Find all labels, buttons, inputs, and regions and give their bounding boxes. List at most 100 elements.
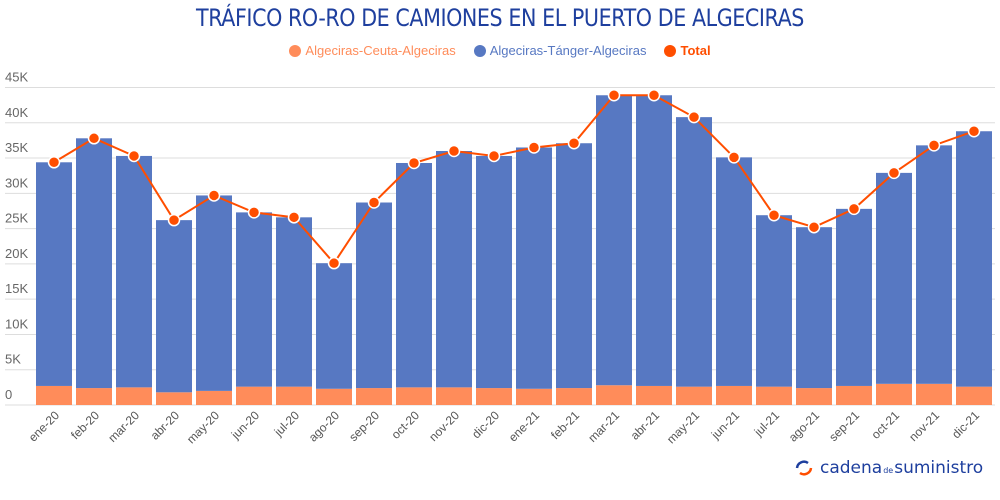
bar-tanger bbox=[836, 208, 872, 386]
bar-tanger bbox=[636, 95, 672, 386]
bar-ceuta bbox=[916, 383, 952, 405]
total-point bbox=[247, 206, 261, 219]
x-tick-label: jun-20 bbox=[228, 408, 262, 442]
logo-text: de bbox=[883, 466, 894, 475]
bar-ceuta bbox=[76, 388, 112, 405]
y-tick-label: 10K bbox=[5, 316, 28, 331]
bar-ceuta bbox=[236, 386, 272, 405]
x-tick-label: oct-20 bbox=[389, 408, 423, 442]
total-point bbox=[887, 166, 901, 180]
bar-ceuta bbox=[556, 388, 592, 405]
bar-tanger bbox=[756, 215, 792, 387]
x-tick-label: nov-21 bbox=[906, 408, 942, 444]
bar-tanger bbox=[676, 117, 712, 387]
total-point bbox=[487, 149, 501, 163]
x-tick-label: dic-21 bbox=[949, 408, 982, 441]
bar-ceuta bbox=[756, 386, 792, 405]
legend-label: Algeciras-Ceuta-Algeciras bbox=[305, 43, 456, 58]
x-tick-label: oct-21 bbox=[869, 408, 903, 442]
bar-ceuta bbox=[596, 385, 632, 405]
total-point bbox=[87, 132, 101, 145]
x-tick-label: abr-21 bbox=[628, 408, 663, 443]
bar-tanger bbox=[236, 212, 272, 387]
x-tick-label: mar-21 bbox=[585, 408, 622, 445]
total-point bbox=[207, 189, 221, 202]
bar-tanger bbox=[476, 155, 512, 389]
y-tick-label: 0 bbox=[5, 387, 12, 402]
total-point bbox=[647, 89, 661, 102]
bar-ceuta bbox=[356, 388, 392, 405]
x-tick-label: jul-20 bbox=[271, 408, 303, 440]
bar-tanger bbox=[396, 162, 432, 388]
bar-tanger bbox=[356, 202, 392, 389]
x-tick-label: ene-21 bbox=[506, 408, 543, 445]
x-tick-label: feb-21 bbox=[548, 408, 582, 442]
total-point bbox=[47, 156, 61, 169]
legend-swatch bbox=[289, 44, 302, 57]
bar-ceuta bbox=[276, 386, 312, 405]
total-point bbox=[927, 139, 941, 152]
legend-item-tanger[interactable]: Algeciras-Tánger-Algeciras bbox=[473, 43, 646, 58]
y-tick-label: 5K bbox=[5, 352, 21, 367]
logo-arrows-icon bbox=[795, 460, 813, 476]
total-point bbox=[287, 211, 301, 224]
x-tick-label: mar-20 bbox=[105, 408, 142, 445]
bar-ceuta bbox=[196, 390, 232, 405]
bar-tanger bbox=[436, 151, 472, 388]
x-tick-label: jun-21 bbox=[708, 408, 742, 442]
bar-ceuta bbox=[796, 388, 832, 405]
total-point bbox=[327, 256, 341, 270]
bar-ceuta bbox=[636, 385, 672, 405]
bar-tanger bbox=[196, 195, 232, 391]
total-line bbox=[53, 94, 975, 265]
x-tick-label: ene-20 bbox=[26, 408, 63, 445]
bar-ceuta bbox=[516, 388, 552, 405]
bar-ceuta bbox=[36, 385, 72, 405]
chart-title: TRÁFICO RO-RO DE CAMIONES EN EL PUERTO D… bbox=[196, 4, 804, 32]
bar-tanger bbox=[116, 155, 152, 388]
legend-swatch bbox=[664, 44, 677, 57]
y-tick-label: 35K bbox=[5, 140, 28, 155]
y-tick-label: 20K bbox=[5, 246, 28, 261]
x-tick-label: ago-20 bbox=[306, 408, 343, 445]
total-point bbox=[767, 208, 781, 222]
x-tick-label: abr-20 bbox=[148, 408, 183, 443]
total-point bbox=[807, 220, 821, 234]
total-point bbox=[527, 141, 541, 154]
x-tick-label: sep-21 bbox=[826, 408, 862, 444]
total-point bbox=[127, 149, 141, 163]
bar-ceuta bbox=[396, 387, 432, 405]
bar-tanger bbox=[876, 172, 912, 384]
total-point bbox=[607, 89, 621, 102]
legend-label: Total bbox=[680, 43, 711, 58]
bar-ceuta bbox=[956, 386, 992, 405]
bar-tanger bbox=[916, 145, 952, 384]
total-point bbox=[367, 196, 381, 209]
bar-tanger bbox=[36, 162, 72, 386]
bar-ceuta bbox=[876, 383, 912, 405]
y-tick-label: 15K bbox=[5, 281, 28, 296]
bar-tanger bbox=[156, 220, 192, 393]
bar-tanger bbox=[316, 263, 352, 389]
legend-item-ceuta[interactable]: Algeciras-Ceuta-Algeciras bbox=[289, 43, 456, 58]
total-point bbox=[407, 156, 421, 170]
total-point bbox=[967, 124, 981, 138]
bar-ceuta bbox=[316, 388, 352, 405]
x-tick-label: nov-20 bbox=[426, 408, 462, 444]
y-tick-label: 25K bbox=[5, 211, 28, 226]
total-point bbox=[847, 202, 861, 216]
bar-tanger bbox=[596, 95, 632, 386]
total-point bbox=[727, 151, 741, 164]
y-tick-label: 45K bbox=[5, 70, 28, 85]
bar-tanger bbox=[556, 143, 592, 389]
cadena-de-suministro-logo: cadena de suministro bbox=[794, 458, 983, 478]
bar-ceuta bbox=[116, 387, 152, 405]
legend-item-total[interactable]: Total bbox=[664, 43, 711, 58]
bar-tanger bbox=[716, 157, 752, 386]
x-tick-label: feb-20 bbox=[68, 408, 102, 442]
total-point bbox=[567, 136, 581, 150]
legend-swatch bbox=[473, 44, 486, 57]
bar-tanger bbox=[796, 227, 832, 389]
legend: Algeciras-Ceuta-Algeciras Algeciras-Táng… bbox=[0, 43, 1000, 58]
